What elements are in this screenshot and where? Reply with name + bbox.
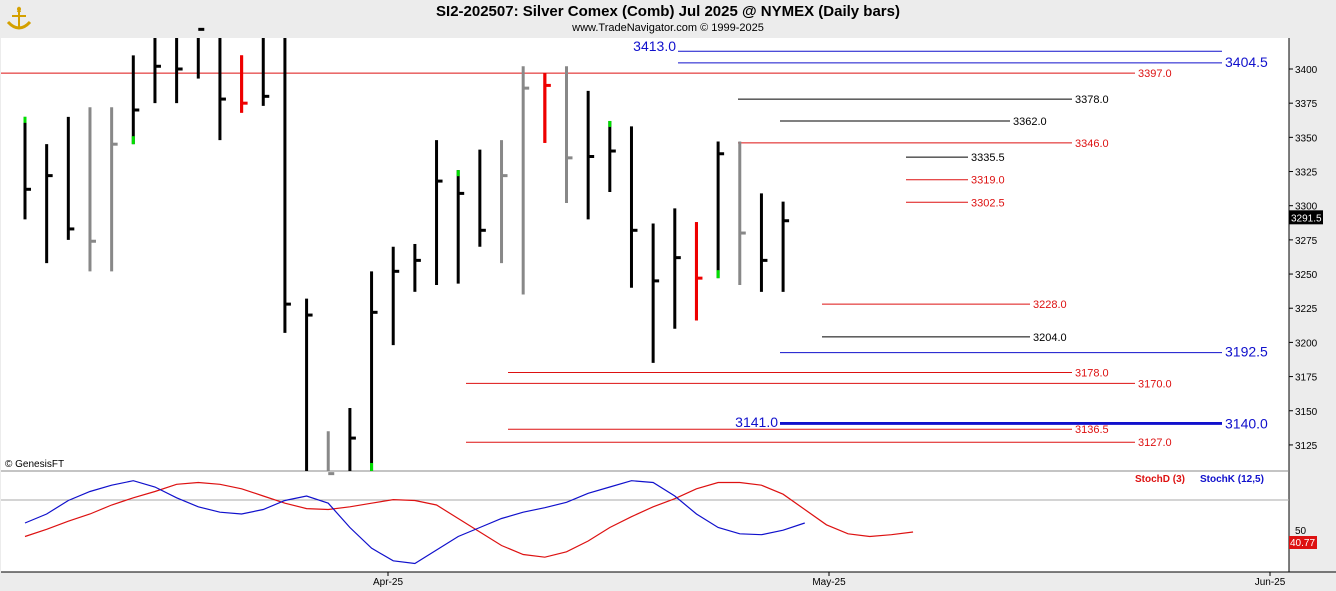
tradenavigator-logo-icon — [4, 4, 34, 34]
price-bars — [23, 27, 790, 476]
price-axis: 3125 3150 3175 3200 3225 3250 3275 3300 3325 3350… — [1289, 65, 1323, 452]
price-bar — [608, 120, 616, 193]
level-label: 3192.5 — [1225, 344, 1268, 360]
level-label: 3413.0 — [633, 38, 676, 54]
y-tick-label: 3400 — [1295, 65, 1318, 76]
price-plot-area — [1, 38, 1289, 471]
y-tick-label: 3300 — [1295, 202, 1318, 213]
price-bar — [651, 223, 660, 363]
level-label: 3397.0 — [1138, 68, 1172, 80]
time-axis: Apr-25 May-25 Jun-25 — [373, 572, 1286, 588]
stochd-legend: StochD (3) — [1135, 474, 1185, 485]
level-label: 3404.5 — [1225, 54, 1268, 70]
level-label: 3178.0 — [1075, 367, 1109, 379]
price-bar — [738, 141, 746, 285]
level-label: 3335.5 — [971, 152, 1005, 164]
watermark: © GenesisFT — [5, 459, 64, 470]
price-bar — [218, 38, 226, 141]
support-resistance-levels: 3413.0 3404.5 3397.0 3378.0 3362.0 3346.0 3335… — [1, 38, 1268, 449]
y-tick-label: 3150 — [1295, 407, 1318, 418]
y-tick-label: 3175 — [1295, 373, 1318, 384]
price-bar — [543, 73, 551, 143]
price-bar — [283, 38, 291, 333]
price-bar — [175, 38, 183, 104]
price-bar — [586, 90, 595, 220]
chart-title: SI2-202507: Silver Comex (Comb) Jul 2025… — [436, 3, 900, 20]
level-label: 3362.0 — [1013, 116, 1047, 128]
stoch-right-label: 50 — [1295, 526, 1307, 537]
price-bar — [521, 66, 530, 295]
price-bar — [781, 201, 790, 292]
price-bar — [240, 55, 248, 113]
level-label: 3228.0 — [1033, 299, 1067, 311]
y-tick-label: 3125 — [1295, 441, 1318, 452]
price-bar — [500, 140, 508, 264]
stoch-line — [24, 480, 805, 565]
price-bar — [88, 107, 96, 272]
stochk-legend: StochK (12,5) — [1200, 474, 1264, 485]
price-axis-area — [1289, 38, 1336, 572]
stoch-value-box — [1289, 536, 1317, 549]
y-tick-label: 3200 — [1295, 338, 1318, 349]
price-bar — [629, 126, 638, 288]
price-bar — [413, 243, 421, 292]
x-tick-label: Jun-25 — [1255, 577, 1286, 588]
level-label: 3204.0 — [1033, 332, 1067, 344]
level-label: 3378.0 — [1075, 94, 1109, 106]
level-label: 3127.0 — [1138, 437, 1172, 449]
level-label: 3170.0 — [1138, 378, 1172, 390]
price-bar — [45, 144, 53, 264]
y-tick-label: 3250 — [1295, 270, 1318, 281]
price-bar — [391, 246, 400, 346]
level-label: 3140.0 — [1225, 415, 1268, 431]
price-bar — [196, 27, 205, 79]
stoch-line — [24, 481, 914, 558]
y-tick-label: 3275 — [1295, 236, 1318, 247]
level-label: 3319.0 — [971, 175, 1005, 187]
last-price-label: 3291.5 — [1291, 213, 1322, 224]
price-bar — [23, 116, 31, 220]
y-tick-label: 3350 — [1295, 133, 1318, 144]
price-bar — [110, 107, 118, 272]
price-bar — [716, 141, 725, 279]
x-tick-label: Apr-25 — [373, 577, 403, 588]
price-bar — [348, 408, 356, 471]
x-tick-label: May-25 — [812, 577, 846, 588]
price-bar — [370, 271, 378, 471]
price-bar — [153, 38, 161, 104]
price-bar — [565, 66, 573, 203]
y-tick-label: 3325 — [1295, 168, 1318, 179]
stoch-plot-area — [1, 471, 1289, 572]
price-bar — [759, 193, 768, 292]
level-label: 3346.0 — [1075, 138, 1109, 150]
price-bar — [435, 140, 443, 285]
price-bar — [305, 298, 313, 471]
price-bar — [694, 222, 703, 321]
y-tick-label: 3225 — [1295, 304, 1318, 315]
y-tick-label: 3375 — [1295, 99, 1318, 110]
last-price-box — [1289, 210, 1323, 225]
level-label: 3302.5 — [971, 197, 1005, 209]
chart-subtitle: www.TradeNavigator.com © 1999-2025 — [572, 22, 764, 34]
price-bar — [131, 55, 140, 145]
level-label: 3141.0 — [735, 414, 778, 430]
price-bar — [673, 208, 681, 329]
price-bar — [261, 38, 270, 106]
price-bar — [456, 170, 465, 284]
price-bar — [478, 149, 486, 247]
level-label: 3136.5 — [1075, 424, 1109, 436]
price-bar — [326, 431, 335, 476]
stoch-value-label: 40.77 — [1290, 538, 1315, 549]
price-bar — [66, 116, 75, 240]
